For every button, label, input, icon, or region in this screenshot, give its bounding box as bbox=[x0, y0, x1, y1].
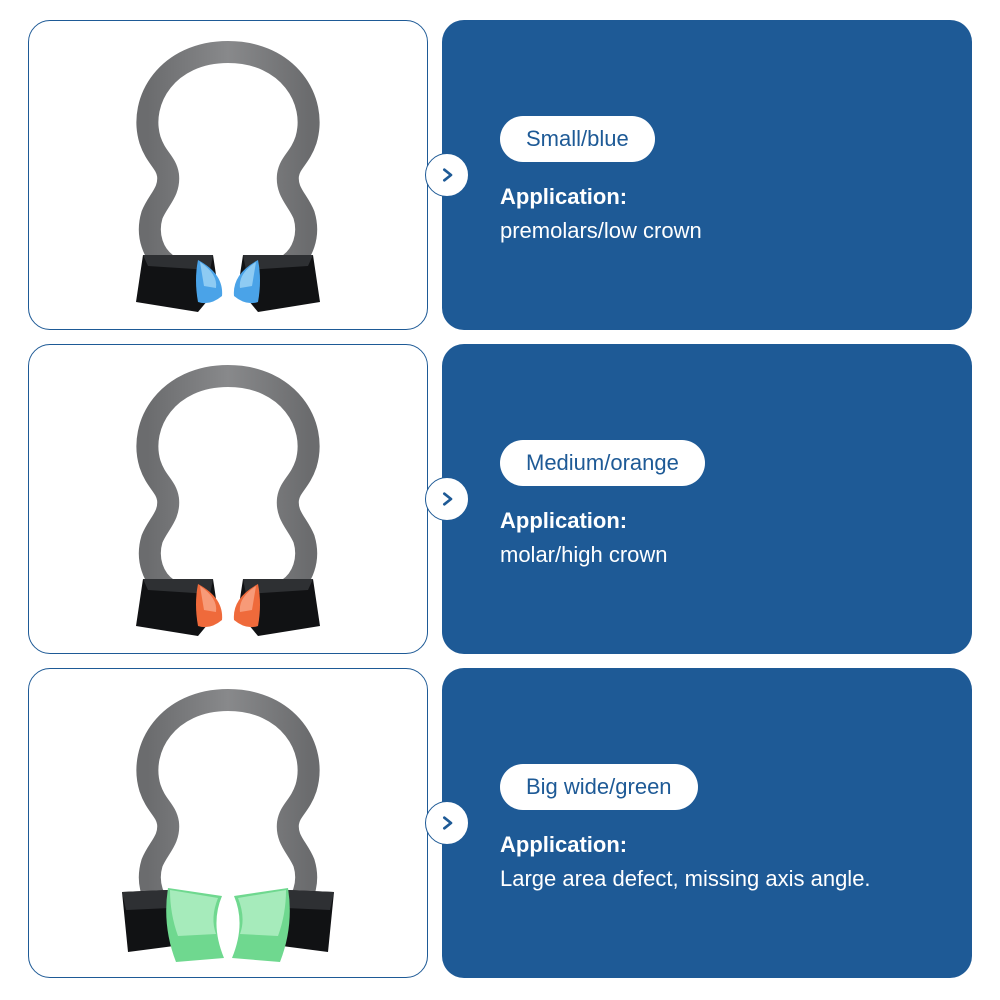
application-label: Application: bbox=[500, 832, 934, 858]
product-info-card: Big wide/green Application: Large area d… bbox=[442, 668, 972, 978]
application-text: premolars/low crown bbox=[500, 216, 934, 246]
arrow-badge bbox=[425, 153, 469, 197]
product-image-card bbox=[28, 668, 428, 978]
application-text: molar/high crown bbox=[500, 540, 934, 570]
product-row: Big wide/green Application: Large area d… bbox=[28, 668, 972, 978]
application-block: Application: molar/high crown bbox=[500, 508, 934, 570]
application-block: Application: premolars/low crown bbox=[500, 184, 934, 246]
dental-ring-illustration bbox=[98, 354, 358, 644]
chevron-right-icon bbox=[439, 167, 455, 183]
size-color-pill: Medium/orange bbox=[500, 440, 705, 486]
dental-ring-illustration bbox=[98, 678, 358, 968]
application-text: Large area defect, missing axis angle. bbox=[500, 864, 934, 894]
chevron-right-icon bbox=[439, 815, 455, 831]
arrow-badge bbox=[425, 801, 469, 845]
size-color-pill: Big wide/green bbox=[500, 764, 698, 810]
application-block: Application: Large area defect, missing … bbox=[500, 832, 934, 894]
product-info-card: Small/blue Application: premolars/low cr… bbox=[442, 20, 972, 330]
arrow-badge bbox=[425, 477, 469, 521]
size-color-pill: Small/blue bbox=[500, 116, 655, 162]
product-info-card: Medium/orange Application: molar/high cr… bbox=[442, 344, 972, 654]
chevron-right-icon bbox=[439, 491, 455, 507]
product-image-card bbox=[28, 344, 428, 654]
product-row: Small/blue Application: premolars/low cr… bbox=[28, 20, 972, 330]
dental-ring-illustration bbox=[98, 30, 358, 320]
product-image-card bbox=[28, 20, 428, 330]
application-label: Application: bbox=[500, 508, 934, 534]
product-row: Medium/orange Application: molar/high cr… bbox=[28, 344, 972, 654]
application-label: Application: bbox=[500, 184, 934, 210]
